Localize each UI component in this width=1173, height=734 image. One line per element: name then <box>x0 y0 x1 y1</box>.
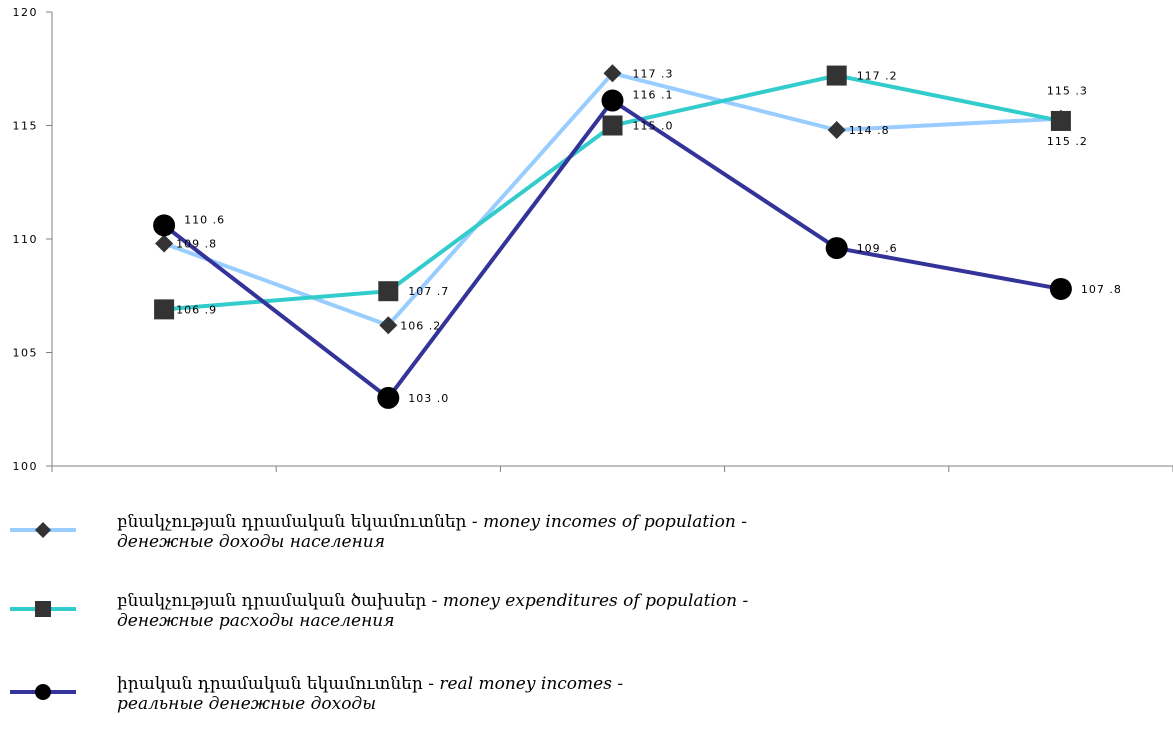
legend-label-ru: реальные денежные доходы <box>117 694 376 714</box>
data-label: 106 .2 <box>400 319 441 332</box>
data-label: 109 .8 <box>176 238 217 251</box>
data-point-square <box>154 299 174 319</box>
data-label: 115 .3 <box>1047 85 1088 98</box>
legend-label-en: money expenditures of population - <box>443 591 748 611</box>
data-label: 106 .9 <box>176 303 217 316</box>
y-tick-label: 110 <box>13 233 39 246</box>
data-label: 114 .8 <box>849 124 890 137</box>
y-tick-label: 105 <box>13 347 39 360</box>
data-label: 103 .0 <box>408 392 449 405</box>
data-point-circle <box>153 214 175 236</box>
legend-key-circle <box>8 682 78 702</box>
line-chart: 10010511011512020002001200220032004 109 … <box>0 0 1173 480</box>
legend-key-square <box>8 599 78 619</box>
chart-markers <box>153 64 1072 409</box>
data-label: 115 .2 <box>1047 135 1088 148</box>
data-label: 117 .3 <box>633 67 674 80</box>
data-label: 107 .8 <box>1081 283 1122 296</box>
series-line <box>164 101 1061 398</box>
data-label: 109 .6 <box>857 242 898 255</box>
data-label: 116 .1 <box>633 89 674 102</box>
y-tick-label: 120 <box>13 6 39 19</box>
legend-item-money-incomes: բնակչության դրամական եկամուտներ - money … <box>0 512 900 572</box>
legend-key-diamond <box>8 520 78 540</box>
data-label: 115 .0 <box>633 120 674 133</box>
data-point-square <box>827 66 847 86</box>
data-label: 110 .6 <box>184 213 225 226</box>
y-tick-label: 100 <box>13 460 39 473</box>
data-point-square <box>1051 111 1071 131</box>
legend-item-real-money-incomes: իրական դրամական եկամուտներ - real money … <box>0 674 900 734</box>
data-point-diamond <box>828 121 846 139</box>
legend-label-en: real money incomes - <box>439 674 623 694</box>
legend-label-hy: բնակչության դրամական ծախսեր - <box>117 591 437 611</box>
legend-label-ru: денежные расходы населения <box>117 611 395 631</box>
data-point-circle <box>1050 278 1072 300</box>
data-point-circle <box>602 90 624 112</box>
data-point-square <box>603 116 623 136</box>
legend-label-hy: բնակչության դրամական եկամուտներ - <box>117 512 478 532</box>
data-label: 117 .2 <box>857 70 898 83</box>
data-point-diamond <box>155 235 173 253</box>
legend-item-money-expenditures: բնակչության դրամական ծախսեր - money expe… <box>0 591 900 651</box>
data-point-square <box>378 281 398 301</box>
legend-label-en: money incomes of population - <box>483 512 747 532</box>
data-label: 107 .7 <box>408 285 449 298</box>
legend-label-hy: իրական դրամական եկամուտներ - <box>117 674 434 694</box>
legend-label-ru: денежные доходы населения <box>117 532 385 552</box>
y-tick-label: 115 <box>13 120 39 133</box>
data-point-circle <box>377 387 399 409</box>
data-point-circle <box>826 237 848 259</box>
